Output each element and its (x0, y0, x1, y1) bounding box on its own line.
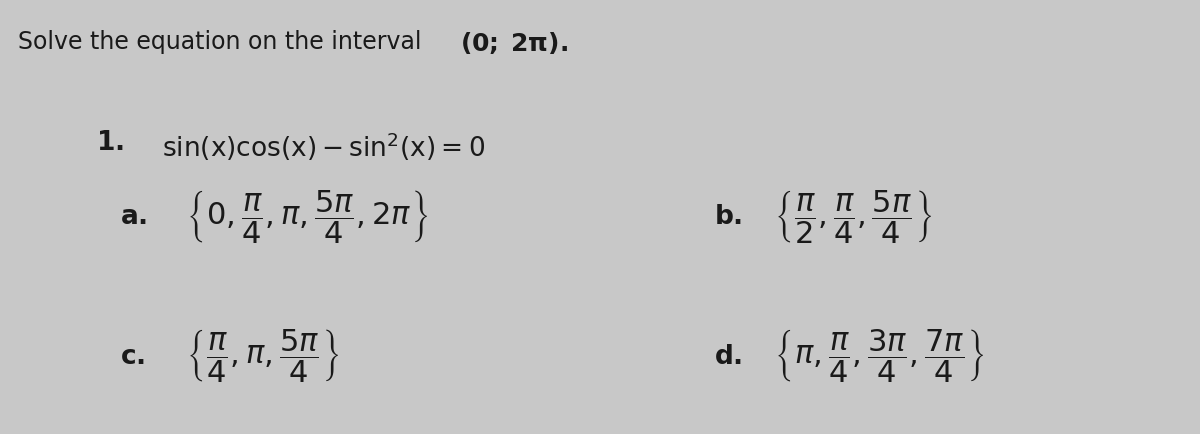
Text: $\left\{\dfrac{\pi}{4},\pi,\dfrac{5\pi}{4}\right\}$: $\left\{\dfrac{\pi}{4},\pi,\dfrac{5\pi}{… (186, 327, 340, 385)
Text: $\left\{\dfrac{\pi}{2},\dfrac{\pi}{4},\dfrac{5\pi}{4}\right\}$: $\left\{\dfrac{\pi}{2},\dfrac{\pi}{4},\d… (774, 188, 932, 246)
Text: $\left\{\pi,\dfrac{\pi}{4},\dfrac{3\pi}{4},\dfrac{7\pi}{4}\right\}$: $\left\{\pi,\dfrac{\pi}{4},\dfrac{3\pi}{… (774, 327, 985, 385)
Text: $\mathbf{(0;\;2\pi).}$: $\mathbf{(0;\;2\pi).}$ (460, 30, 568, 56)
Text: $\mathbf{d.}$: $\mathbf{d.}$ (714, 343, 743, 369)
Text: Solve the equation on the interval: Solve the equation on the interval (18, 30, 421, 54)
Text: $\left\{0,\dfrac{\pi}{4},\pi,\dfrac{5\pi}{4},2\pi\right\}$: $\left\{0,\dfrac{\pi}{4},\pi,\dfrac{5\pi… (186, 188, 428, 246)
Text: $\mathbf{1.}$: $\mathbf{1.}$ (96, 130, 124, 156)
Text: $\mathrm{sin(x)cos(x) - sin^2(x) = 0}$: $\mathrm{sin(x)cos(x) - sin^2(x) = 0}$ (162, 130, 485, 163)
Text: $\mathbf{a.}$: $\mathbf{a.}$ (120, 204, 148, 230)
Text: $\mathbf{b.}$: $\mathbf{b.}$ (714, 204, 743, 230)
Text: $\mathbf{c.}$: $\mathbf{c.}$ (120, 343, 145, 369)
